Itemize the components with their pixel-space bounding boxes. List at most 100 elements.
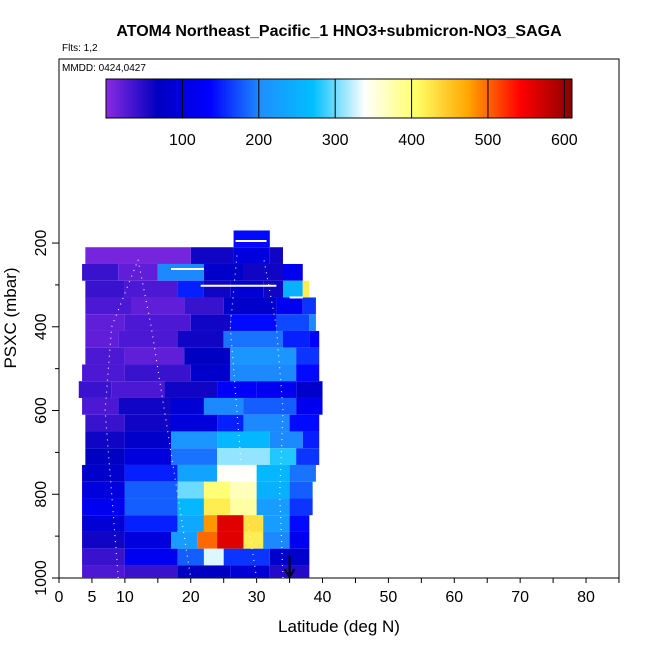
heatmap-cell — [217, 431, 270, 449]
heatmap-cell — [296, 364, 320, 382]
x-axis-label: Latitude (deg N) — [278, 617, 400, 636]
x-axis-tick-label: 50 — [380, 589, 398, 606]
heatmap-cell — [177, 498, 204, 516]
heatmap-cell — [124, 314, 191, 331]
heatmap-cell — [217, 531, 244, 549]
y-axis-tick-label: 600 — [33, 397, 50, 424]
heatmap-cell — [243, 515, 264, 532]
heatmap-cell — [85, 247, 191, 264]
heatmap-cell — [256, 464, 290, 482]
heatmap-cell — [289, 464, 316, 482]
heatmap-cell — [223, 297, 277, 315]
flight-track-overlay — [104, 239, 303, 579]
heatmap-cell — [85, 297, 132, 315]
heatmap-cell — [263, 531, 290, 549]
heatmap-cell — [124, 347, 185, 365]
heatmap-cell — [124, 448, 171, 465]
marker-head — [283, 568, 296, 579]
plot-frame — [58, 58, 620, 579]
colorbar: 100 200 300 400 500 600 — [105, 78, 578, 149]
colorbar-tick-label: 600 — [551, 132, 578, 149]
heatmap-cell — [124, 364, 191, 382]
heatmap-cell — [170, 448, 218, 465]
heatmap-cell — [124, 464, 178, 482]
heatmap-cell — [296, 448, 320, 465]
heatmap-cell — [184, 297, 224, 315]
heatmap-cell — [230, 498, 257, 516]
heatmap-cell — [124, 531, 171, 549]
heatmap-cell — [164, 381, 218, 398]
heatmap-cell — [177, 481, 204, 499]
heatmap-cell — [190, 247, 234, 264]
heatmap-cell — [289, 414, 320, 432]
heatmap-cell — [82, 515, 125, 532]
heatmap-cell — [85, 314, 125, 331]
heatmap-cell — [82, 364, 125, 382]
heatmap-cell — [276, 297, 303, 315]
heatmap-cell — [85, 414, 125, 432]
heatmap-cell — [85, 448, 125, 465]
heatmap-cell — [282, 330, 310, 348]
x-axis: 0 5 10 20 30 40 50 60 70 80 — [55, 578, 620, 606]
heatmap-cell — [82, 531, 125, 549]
colorbar-tick-label: 100 — [169, 132, 196, 149]
heatmap-cell — [203, 515, 218, 532]
colorbar-tick-label: 200 — [245, 132, 272, 149]
heatmap-cell — [217, 448, 270, 465]
heatmap-cell — [203, 498, 231, 516]
heatmap-cell — [124, 414, 171, 432]
x-axis-tick-label: 40 — [314, 589, 332, 606]
heatmap-cell — [203, 548, 224, 566]
dates-subtitle: MMDD: 0424,0427 — [62, 63, 146, 74]
y-axis-tick-label: 200 — [33, 230, 50, 257]
heatmap-cell — [230, 347, 297, 365]
x-axis-tick-label: 70 — [511, 589, 529, 606]
heatmap-cell — [289, 498, 313, 516]
heatmap-cell — [190, 364, 231, 382]
heatmap-cell — [230, 565, 270, 578]
x-axis-tick-label: 20 — [182, 589, 200, 606]
heatmap-cell — [184, 347, 231, 365]
heatmap-cell — [223, 330, 283, 348]
heatmap-cell — [302, 431, 320, 449]
flights-subtitle: Flts: 1,2 — [62, 43, 98, 54]
heatmap-cell — [177, 330, 224, 348]
heatmap-cell — [263, 515, 290, 532]
heatmap-cell — [230, 280, 264, 298]
heatmap-cell — [131, 297, 185, 315]
chart-title: ATOM4 Northeast_Pacific_1 HNO3+submicron… — [116, 23, 562, 40]
heatmap-cell — [82, 397, 119, 415]
heatmap-cell — [309, 330, 320, 348]
colorbar-tick-label: 400 — [398, 132, 425, 149]
heatmap-cell — [256, 481, 290, 499]
heatmap-cell — [203, 280, 231, 298]
heatmap-cell — [170, 414, 218, 432]
heatmap-cell — [217, 381, 257, 398]
heatmap-cell — [233, 247, 270, 264]
heatmap-cell — [217, 464, 257, 482]
heatmap-cell — [269, 448, 297, 465]
heatmap-cell — [85, 431, 125, 449]
x-axis-tick-label: 30 — [248, 589, 266, 606]
heatmap-cell — [170, 531, 198, 549]
heatmap-cell — [289, 515, 310, 532]
heatmap-cell — [124, 565, 178, 578]
heatmap-cell — [309, 314, 316, 331]
heatmap-cell — [296, 347, 320, 365]
heatmap-cell — [217, 515, 244, 532]
heatmap-cell — [85, 280, 125, 298]
y-axis-tick-label: 400 — [33, 313, 50, 340]
heatmap-cell — [230, 314, 277, 331]
heatmap-cell — [217, 414, 244, 432]
heatmap-cell — [177, 464, 218, 482]
heatmap-cell — [82, 565, 125, 578]
heatmap-cell — [263, 280, 283, 298]
heatmap-cell — [276, 314, 310, 331]
heatmap-cell — [124, 280, 178, 298]
heatmap-cell — [296, 381, 323, 398]
heatmap-cell — [124, 481, 178, 499]
heatmap-cell — [282, 280, 303, 298]
y-axis: 200 400 600 800 1000 — [33, 230, 59, 596]
y-axis-label: PSXC (mbar) — [1, 267, 20, 368]
heatmap-cell — [177, 280, 204, 298]
